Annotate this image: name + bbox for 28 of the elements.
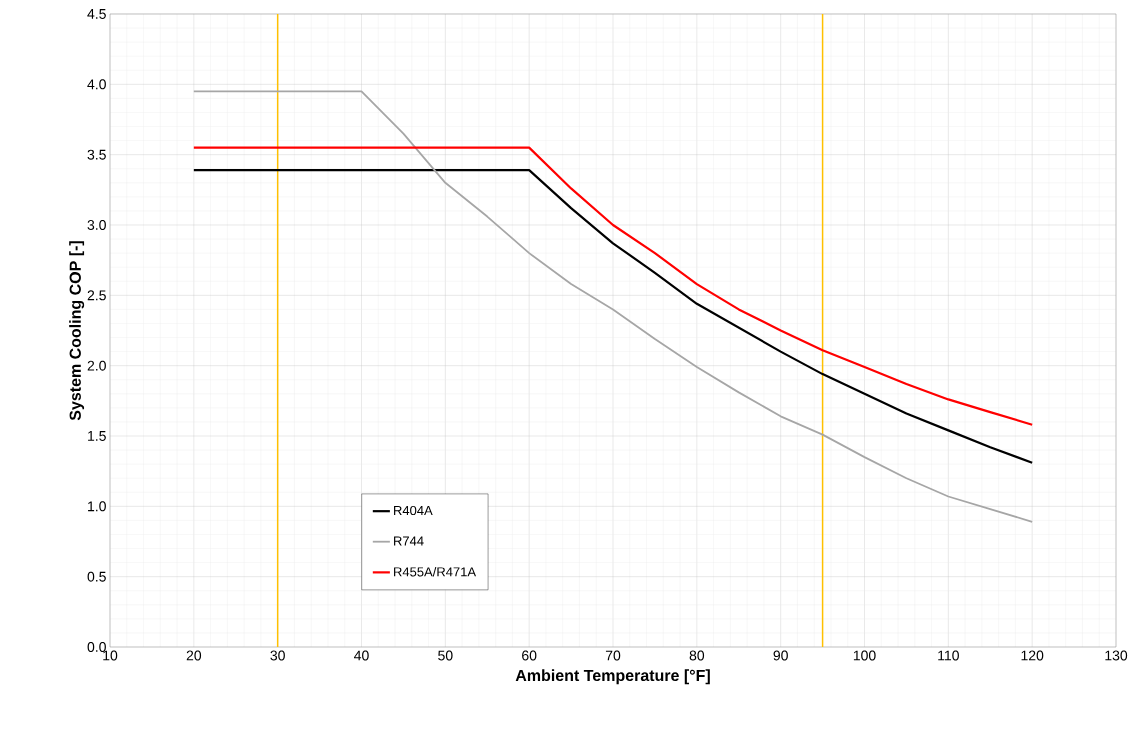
y-tick-label: 3.0 (87, 220, 106, 230)
legend-label: R455A/R471A (394, 566, 477, 577)
x-tick-label: 100 (853, 650, 876, 661)
x-tick-label: 120 (1021, 650, 1044, 661)
x-tick-label: 20 (186, 650, 202, 661)
x-tick-label: 40 (354, 650, 369, 661)
y-tick-label: 4.5 (87, 9, 106, 19)
y-axis-title: System Cooling COP [-] (69, 241, 85, 421)
y-tick-label: 0.5 (87, 571, 106, 582)
legend-label: R404A (394, 505, 433, 516)
y-tick-label: 3.5 (87, 149, 106, 160)
x-tick-label: 10 (103, 650, 118, 661)
y-tick-label: 4.0 (87, 79, 106, 90)
x-tick-label: 30 (270, 650, 285, 661)
y-tick-label: 2.0 (87, 360, 106, 371)
x-tick-label: 70 (605, 650, 621, 661)
x-tick-label: 90 (773, 650, 788, 661)
legend-label: R744 (394, 536, 424, 546)
y-tick-label: 2.5 (87, 290, 106, 301)
x-tick-label: 110 (938, 650, 959, 661)
y-tick-label: 1.5 (88, 431, 106, 441)
x-tick-label: 80 (689, 650, 705, 661)
x-tick-label: 50 (438, 650, 453, 661)
x-tick-label: 130 (1105, 650, 1128, 661)
y-tick-label: 0.0 (87, 642, 106, 652)
x-tick-label: 60 (522, 650, 537, 661)
y-tick-label: 1.0 (88, 501, 106, 512)
x-axis-title: Ambient Temperature [°F] (515, 669, 710, 685)
